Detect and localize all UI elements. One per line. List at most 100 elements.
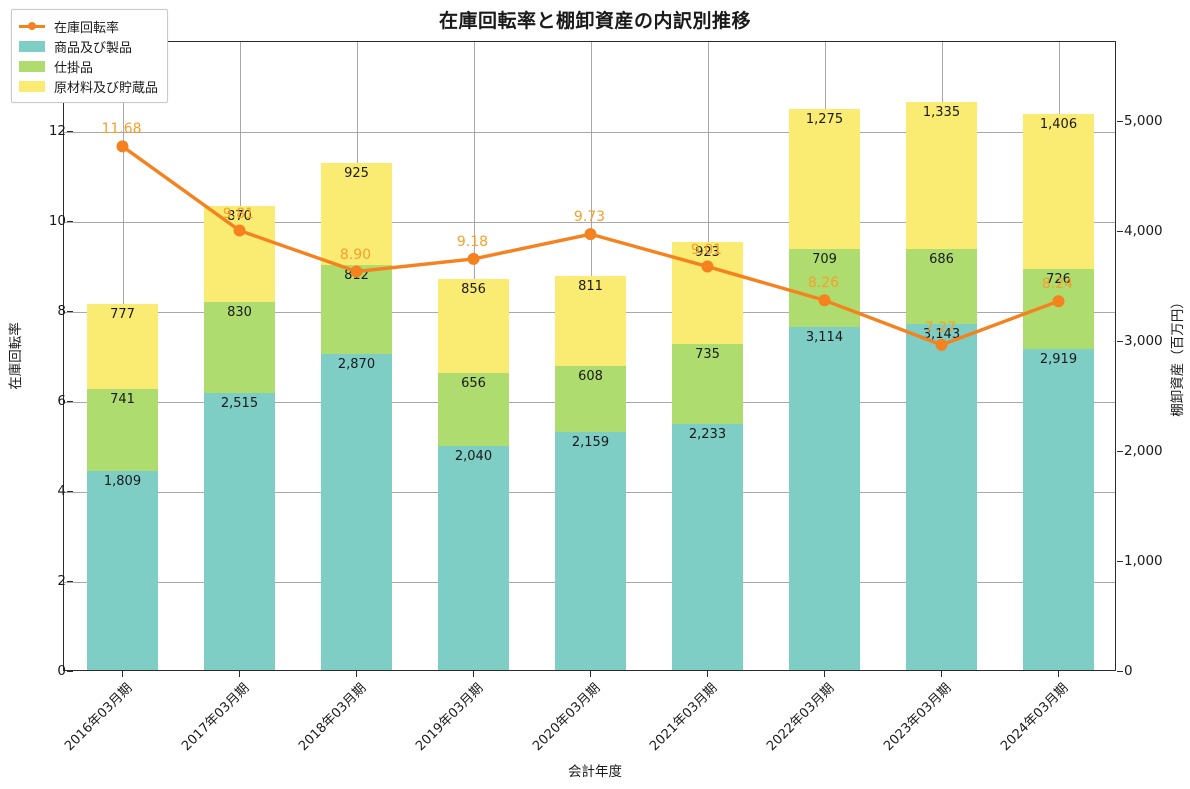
line-value-label: 8.24: [1041, 276, 1074, 293]
gridline-horizontal: [64, 132, 1115, 133]
bar-value-label: 2,159: [571, 435, 610, 451]
bar-value-label: 925: [344, 166, 369, 182]
bar-stack[interactable]: 3,114 709 1,275: [789, 40, 860, 670]
bar-segment[interactable]: 856: [438, 279, 509, 374]
bar-segment[interactable]: 709: [789, 249, 860, 328]
legend-item[interactable]: 原材料及び貯蔵品: [19, 76, 158, 96]
line-data-point[interactable]: [116, 140, 129, 153]
bar-value-label: 2,233: [688, 427, 727, 443]
bar-value-label: 2,515: [220, 396, 259, 412]
bar-stack[interactable]: 2,515 830 870: [204, 40, 275, 670]
plot-area: 1,8097417772,5158308702,8708129252,04065…: [63, 41, 1116, 671]
line-data-point[interactable]: [935, 338, 948, 351]
bar-stack[interactable]: 3,143 686 1,335: [906, 40, 977, 670]
bar-segment[interactable]: 1,275: [789, 109, 860, 250]
bar-segment[interactable]: 3,114: [789, 327, 860, 670]
x-axis-tick-mark: [1057, 671, 1059, 677]
bar-segment[interactable]: 741: [87, 389, 158, 471]
chart-title: 在庫回転率と棚卸資産の内訳別推移: [438, 10, 751, 32]
legend-item-label: 原材料及び貯蔵品: [54, 80, 159, 96]
line-data-point[interactable]: [818, 294, 831, 307]
y-axis-right-tick: 0: [1117, 663, 1190, 679]
x-axis-tick-label: 2019年03月期: [412, 680, 486, 755]
bar-segment[interactable]: 1,809: [87, 471, 158, 670]
line-data-point[interactable]: [233, 224, 246, 237]
y-axis-left-tick: 10: [6, 213, 73, 229]
legend-item[interactable]: 在庫回転率: [19, 16, 158, 36]
line-data-point[interactable]: [1052, 295, 1065, 308]
y-axis-right-tick: 5,000: [1117, 113, 1190, 129]
tick-mark: [1117, 671, 1123, 673]
x-axis-tick-mark: [238, 671, 240, 677]
bar-value-label: 923: [695, 244, 720, 260]
y-axis-right-tick: 2,000: [1117, 443, 1190, 459]
chart-legend: 在庫回転率商品及び製品 仕掛品原材料及び貯蔵品: [11, 9, 169, 103]
bar-segment[interactable]: 608: [555, 365, 626, 433]
bar-segment[interactable]: 2,870: [321, 354, 392, 670]
x-axis-tick-mark: [940, 671, 942, 677]
line-value-label: 8.26: [807, 275, 840, 292]
y-axis-left-tick: 4: [6, 483, 73, 499]
bar-stack[interactable]: 1,809 741 777: [87, 40, 158, 670]
x-axis-tick-mark: [355, 671, 357, 677]
tick-mark: [67, 221, 73, 223]
bar-segment[interactable]: 1,335: [906, 101, 977, 249]
x-axis-tick-mark: [121, 671, 123, 677]
tick-mark: [1117, 230, 1123, 233]
y-axis-left-tick: 0: [6, 663, 73, 679]
x-axis-tick-label: 2021年03月期: [646, 680, 720, 755]
y-axis-left-tick: 6: [6, 393, 73, 409]
line-data-point[interactable]: [467, 252, 480, 265]
legend-item-label: 仕掛品: [54, 60, 94, 76]
line-data-point[interactable]: [584, 228, 597, 241]
bar-value-label: 2,870: [337, 357, 376, 373]
bar-value-label: 741: [110, 392, 135, 408]
legend-item[interactable]: 商品及び製品: [19, 36, 158, 56]
bar-segment[interactable]: 777: [87, 304, 158, 390]
line-value-label: 9.73: [573, 209, 606, 226]
line-data-point[interactable]: [701, 260, 714, 273]
bar-segment[interactable]: 686: [906, 248, 977, 325]
tick-mark: [67, 581, 73, 583]
bar-segment[interactable]: 925: [321, 163, 392, 265]
line-data-point[interactable]: [350, 265, 363, 278]
x-axis-tick-label: 2020年03月期: [529, 680, 603, 755]
bar-value-label: 726: [1046, 272, 1071, 288]
bar-segment[interactable]: 2,159: [555, 432, 626, 670]
line-value-label: 9.81: [222, 205, 255, 222]
bar-segment[interactable]: 2,233: [672, 424, 743, 670]
bar-segment[interactable]: 1,406: [1023, 114, 1094, 270]
line-value-label: 8.90: [339, 246, 372, 263]
y-axis-right-title: 棚卸資産（百万円）: [1170, 295, 1186, 417]
bar-stack[interactable]: 2,159 608 811: [555, 40, 626, 670]
bar-segment[interactable]: 656: [438, 373, 509, 446]
y-axis-right-tick: 3,000: [1117, 333, 1190, 349]
x-axis-tick-label: 2016年03月期: [61, 680, 135, 755]
tick-mark: [67, 311, 73, 313]
x-axis-tick-mark: [589, 671, 591, 677]
tick-mark: [67, 131, 73, 133]
bar-value-label: 656: [461, 376, 486, 392]
bar-segment[interactable]: 3,143: [906, 324, 977, 670]
bar-stack[interactable]: 2,040 656 856: [438, 40, 509, 670]
x-axis-tick-mark: [472, 671, 474, 677]
x-axis-tick-label: 2017年03月期: [178, 680, 252, 755]
bar-segment[interactable]: 830: [204, 302, 275, 394]
tick-mark: [67, 671, 73, 673]
legend-item-label: 商品及び製品: [54, 40, 133, 56]
legend-item[interactable]: 仕掛品: [19, 56, 158, 76]
bar-stack[interactable]: 2,919 726 1,406: [1023, 40, 1094, 670]
bar-segment[interactable]: 735: [672, 343, 743, 425]
bar-value-label: 777: [110, 307, 135, 322]
bar-value-label: 686: [929, 251, 954, 267]
bar-segment[interactable]: 2,515: [204, 393, 275, 670]
bar-segment[interactable]: 2,919: [1023, 348, 1094, 670]
legend-line-marker-icon: [19, 21, 45, 32]
x-axis-tick-mark: [706, 671, 708, 677]
bar-segment[interactable]: 870: [204, 206, 275, 303]
y-axis-right-tick: 4,000: [1117, 223, 1190, 239]
bar-segment[interactable]: 2,040: [438, 445, 509, 670]
bar-segment[interactable]: 811: [555, 276, 626, 366]
bar-value-label: 1,275: [805, 112, 844, 128]
y-axis-left-title: 在庫回転率: [8, 322, 24, 390]
